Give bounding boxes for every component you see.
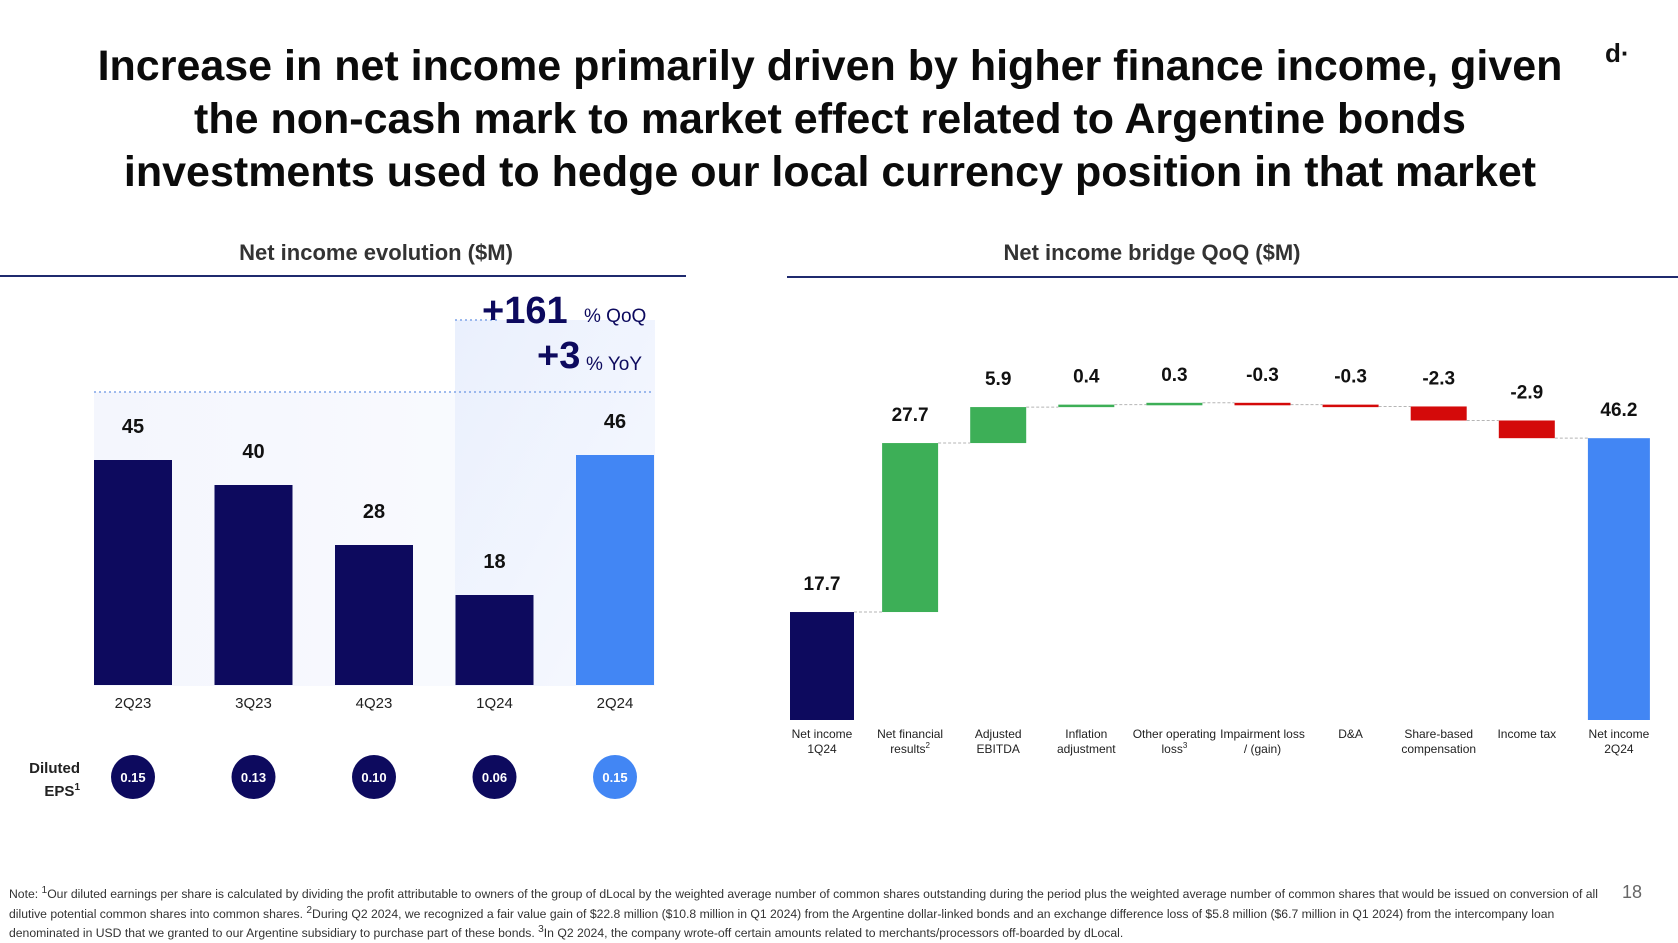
- note-sup-2: 2: [306, 904, 313, 916]
- data-label: 45: [122, 416, 144, 438]
- x-tick-label: 3Q23: [235, 695, 272, 712]
- x-tick-label: Income tax: [1497, 727, 1556, 741]
- title-line-1: Increase in net income primarily driven …: [97, 42, 1563, 90]
- x-tick-label: 1Q24: [476, 695, 513, 712]
- eps-label-line2: EPS: [44, 783, 75, 800]
- waterfall-bar: [970, 407, 1027, 444]
- yoy-value: +3: [537, 335, 580, 377]
- x-tick-label: 2Q23: [115, 695, 152, 712]
- qoq-label: % QoQ: [584, 306, 646, 327]
- waterfall-bar: [1058, 404, 1115, 408]
- eps-label-footnote: 1: [74, 782, 80, 793]
- bar-2q23: [94, 460, 172, 685]
- x-tick-label: D&A: [1338, 727, 1363, 741]
- waterfall-bar: [790, 612, 854, 720]
- eps-badge: [352, 755, 396, 799]
- eps-value: 0.15: [120, 770, 145, 785]
- data-label: -0.3: [1334, 367, 1367, 388]
- x-tick-label: loss3: [1162, 741, 1188, 756]
- footnote: Note: 1Our diluted earnings per share is…: [9, 883, 1599, 942]
- right-chart-title: Net income bridge QoQ ($M): [1003, 240, 1301, 265]
- waterfall-bar: [1234, 402, 1291, 406]
- note-text-1: Our diluted earnings per share is calcul…: [9, 887, 1598, 921]
- x-tick-label: 4Q23: [356, 695, 393, 712]
- x-tick-label: Other operating: [1133, 727, 1216, 741]
- eps-value: 0.10: [361, 770, 386, 785]
- bar-3q23: [214, 485, 293, 685]
- bar-4q23: [335, 545, 413, 685]
- x-tick-label: compensation: [1401, 742, 1476, 756]
- x-tick-label: Impairment loss: [1220, 727, 1305, 741]
- note-text-2: During Q2 2024, we recognized a fair val…: [9, 906, 1555, 941]
- waterfall-bar: [1322, 404, 1379, 408]
- data-label: 17.7: [804, 574, 841, 595]
- waterfall-bar: [1587, 438, 1650, 720]
- eps-value: 0.06: [482, 770, 507, 785]
- data-label: -2.3: [1422, 368, 1455, 389]
- data-label: -0.3: [1246, 365, 1279, 386]
- waterfall-bar: [1498, 420, 1555, 439]
- data-label: -2.9: [1510, 382, 1543, 403]
- page-title: Increase in net income primarily driven …: [70, 40, 1590, 199]
- data-label: 46.2: [1600, 400, 1637, 421]
- note-text-3: In Q2 2024, the company wrote-off certai…: [543, 926, 1124, 941]
- data-label: 46: [604, 411, 626, 433]
- right-title-rule: [787, 276, 1678, 278]
- x-tick-label: EBITDA: [977, 742, 1020, 756]
- yoy-label: % YoY: [586, 354, 642, 375]
- dlocal-logo: d·: [1605, 38, 1630, 68]
- x-tick-label: / (gain): [1244, 742, 1281, 756]
- data-label: 28: [363, 501, 385, 523]
- eps-badge: [472, 755, 517, 799]
- data-label: 27.7: [892, 405, 929, 426]
- note-sup-3: 3: [538, 924, 544, 936]
- x-tick-label: Net income: [792, 727, 853, 741]
- data-label: 18: [483, 551, 505, 573]
- left-chart-title: Net income evolution ($M): [239, 240, 513, 265]
- waterfall-bar: [1146, 402, 1203, 406]
- page-number: 18: [1622, 882, 1643, 902]
- x-tick-label: 1Q24: [807, 742, 837, 756]
- eps-badge: [231, 755, 276, 799]
- qoq-value: +161: [482, 290, 568, 332]
- eps-value: 0.15: [602, 770, 627, 785]
- x-tick-label: results2: [890, 741, 930, 756]
- x-tick-label: adjustment: [1057, 742, 1116, 756]
- data-label: 40: [242, 441, 264, 463]
- x-tick-label: Net financial: [877, 727, 943, 741]
- eps-badge: [593, 755, 637, 799]
- bar-2q24: [576, 455, 654, 685]
- x-tick-label: Net income: [1589, 727, 1650, 741]
- note-sup-1: 1: [41, 885, 48, 896]
- x-tick-label: 2Q24: [1604, 742, 1634, 756]
- eps-badge: [111, 755, 155, 799]
- waterfall-bar: [882, 443, 939, 613]
- data-label: 0.3: [1161, 365, 1187, 386]
- note-prefix: Note:: [9, 887, 42, 902]
- bar-1q24: [455, 595, 534, 685]
- net-income-evolution-chart: 45 2Q23 40 3Q23 28 4Q23 18 1Q24 46 2Q24 +161 % Qo…: [94, 290, 655, 799]
- diluted-eps-label: Diluted EPS1: [18, 759, 80, 801]
- x-tick-label: Share-based: [1404, 727, 1473, 741]
- waterfall-bar: [1410, 406, 1467, 421]
- x-tick-label: 2Q24: [597, 695, 634, 712]
- x-tick-label: Adjusted: [975, 727, 1022, 741]
- x-tick-label: Inflation: [1065, 727, 1107, 741]
- eps-value: 0.13: [241, 770, 266, 785]
- data-label: 5.9: [985, 369, 1011, 390]
- title-line-3: investments used to hedge our local curr…: [123, 148, 1537, 196]
- title-line-2: the non-cash mark to market effect relat…: [194, 95, 1466, 143]
- eps-label-line1: Diluted: [29, 760, 80, 777]
- left-title-rule: [0, 275, 686, 277]
- data-label: 0.4: [1073, 367, 1100, 388]
